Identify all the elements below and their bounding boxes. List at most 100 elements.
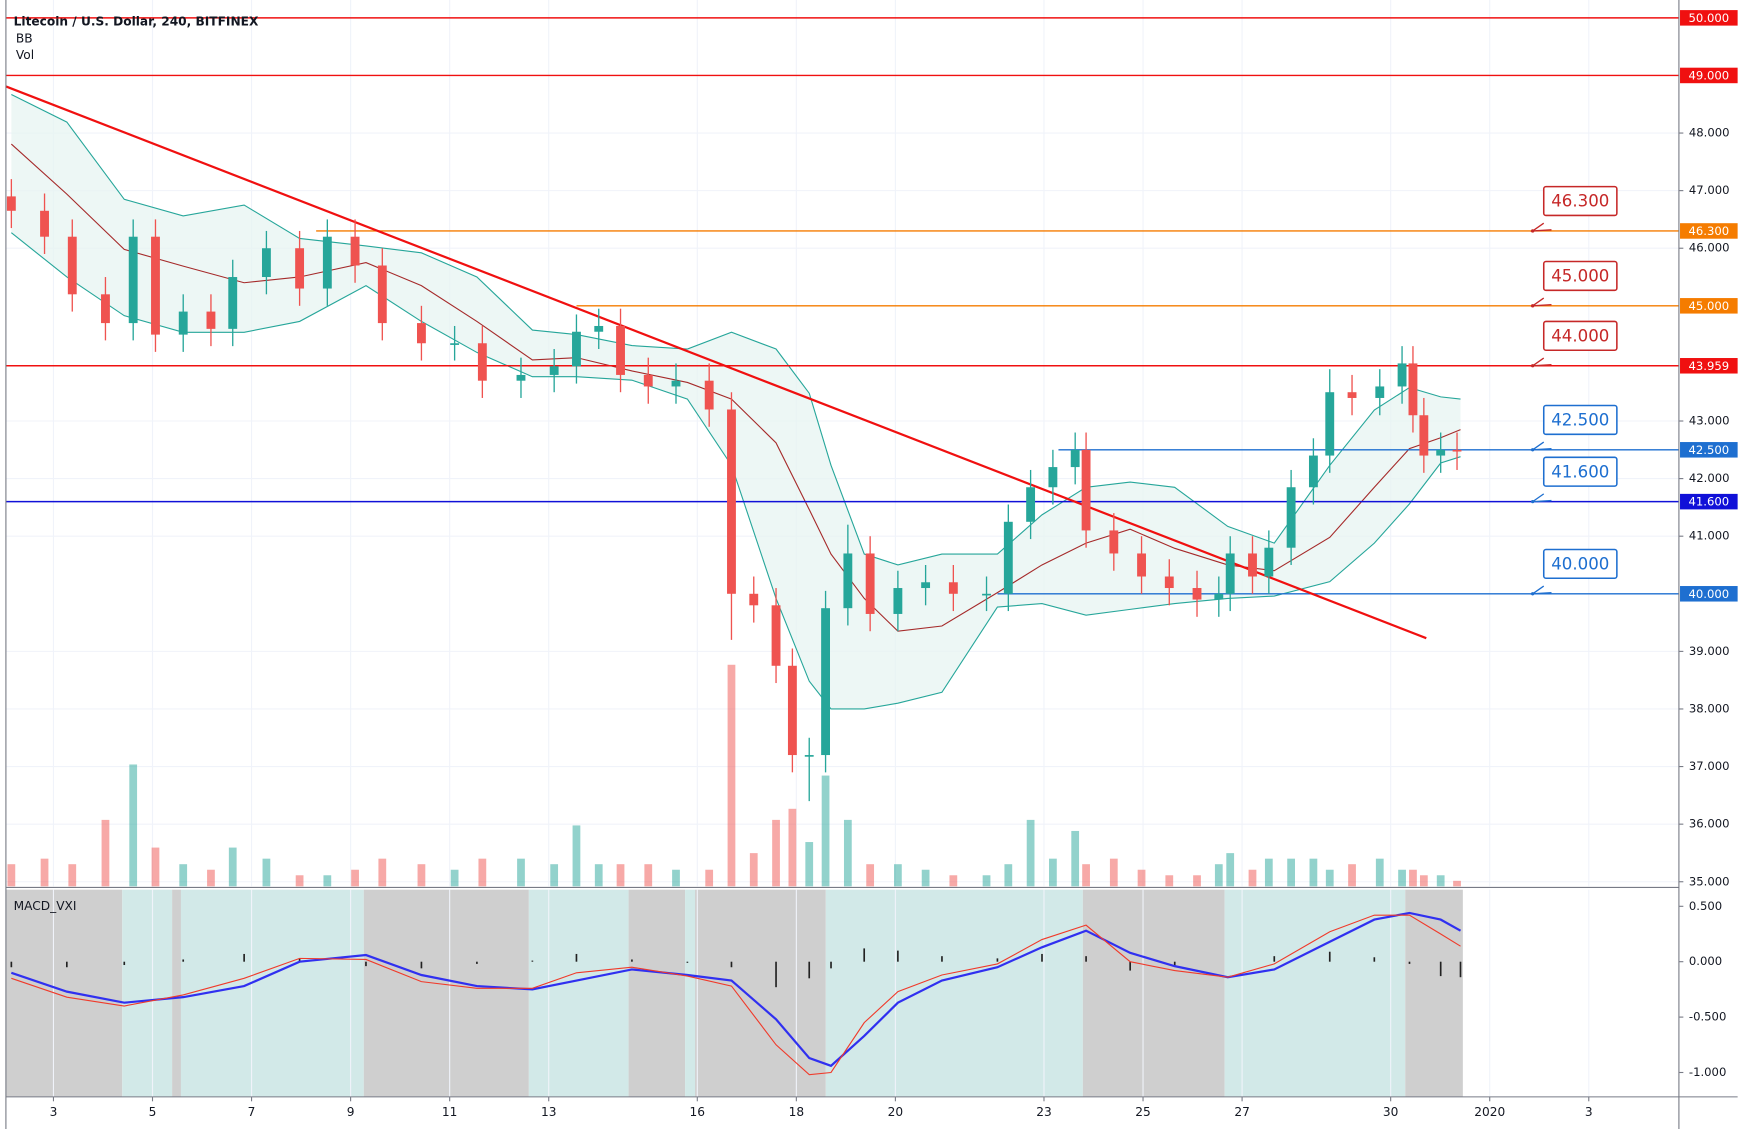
volume-bar (417, 864, 426, 887)
level-label: 42.500 (1688, 443, 1729, 457)
x-tick-label: 5 (149, 1105, 157, 1119)
x-tick-label: 30 (1383, 1105, 1399, 1119)
candle-body (128, 236, 138, 324)
candle-body (1109, 530, 1119, 554)
level-label: 43.959 (1688, 359, 1729, 373)
volume-bar (1348, 864, 1356, 887)
callout-anchor (1530, 592, 1535, 596)
candle-body (948, 582, 958, 594)
x-tick-label: 11 (442, 1105, 458, 1119)
y-tick-label: 0.500 (1689, 899, 1722, 913)
level-label-bg (1680, 10, 1738, 26)
y-tick-label: -1.000 (1689, 1065, 1726, 1079)
level-label: 41.600 (1688, 495, 1729, 509)
candle-body (322, 236, 332, 289)
y-tick-label: 47.000 (1689, 183, 1730, 197)
volume-bar (1248, 869, 1257, 887)
volume-bar (1026, 819, 1035, 887)
candle-body (1003, 521, 1013, 594)
shade (5, 889, 123, 1097)
level-label-bg (1680, 223, 1738, 239)
bb-upper (11, 94, 1461, 566)
volume-bar (843, 819, 852, 887)
candle-body (804, 755, 814, 757)
volume-bar (262, 858, 271, 887)
candle-body (893, 588, 903, 614)
chart-title: Litecoin / U.S. Dollar, 240, BITFINEX (14, 15, 259, 29)
volume-bar (228, 847, 237, 887)
macd-state-shading (5, 889, 1463, 1097)
volume-bar (572, 825, 581, 887)
callout-label: 40.000 (1551, 554, 1609, 573)
volume-bar (207, 869, 215, 887)
candle-body (572, 331, 581, 367)
volume-bar (478, 858, 487, 887)
candle-body (1048, 467, 1058, 488)
volume-bar (351, 869, 359, 887)
candle-body (516, 374, 526, 381)
level-label-bg (1680, 493, 1738, 510)
level-label-bg (1680, 298, 1738, 314)
candle-body (1308, 455, 1318, 488)
candle-body (1408, 363, 1418, 416)
candle-body (206, 311, 216, 329)
level-label-bg (1680, 442, 1738, 458)
shade (628, 889, 686, 1097)
candle-body (1347, 392, 1357, 398)
candle-body (417, 323, 426, 344)
volume-bar (1264, 858, 1273, 887)
volume-bar (1226, 853, 1235, 887)
candle-body (749, 593, 759, 606)
candle-body (6, 196, 16, 211)
candle-body (821, 608, 831, 756)
x-tick-label: 20 (888, 1105, 904, 1119)
candle-body (101, 294, 110, 324)
y-tick-label: 43.000 (1689, 414, 1730, 428)
candle-body (1137, 553, 1146, 577)
candle-body (787, 665, 797, 756)
volume-bar (805, 842, 814, 887)
volume-bar (921, 869, 930, 887)
candle-body (1264, 547, 1274, 577)
y-tick-label: 38.000 (1689, 701, 1730, 715)
candle-body (616, 325, 625, 375)
candle-body (228, 277, 238, 329)
y-tick-label: 37.000 (1689, 759, 1730, 773)
volume-bar (1419, 875, 1428, 887)
x-tick-label: 23 (1036, 1105, 1052, 1119)
volume-bar (1137, 869, 1146, 887)
volume-bar (1375, 858, 1384, 887)
x-tick-label: 13 (541, 1105, 556, 1119)
callout-box (1542, 320, 1618, 352)
x-tick-label: 3 (50, 1105, 58, 1119)
volume-bar (1287, 858, 1295, 887)
candle-body (450, 343, 460, 345)
candle-body (1225, 553, 1235, 594)
trendline (5, 85, 1427, 640)
callout-box (1542, 456, 1618, 487)
callout-label: 42.500 (1551, 410, 1609, 429)
y-tick-label: 48.000 (1689, 126, 1730, 140)
candle-body (1081, 449, 1091, 531)
volume-bar (982, 875, 991, 887)
volume-bar (129, 764, 138, 887)
x-tick-label: 27 (1234, 1105, 1250, 1119)
candle-body (671, 380, 681, 387)
volume-bar (68, 864, 77, 887)
shade (1405, 889, 1463, 1097)
level-label: 50.000 (1688, 11, 1729, 25)
candle-body (377, 265, 387, 324)
volume-bar (1082, 864, 1090, 887)
y-tick-label: 39.000 (1689, 644, 1730, 658)
candle-body (982, 593, 991, 596)
callout-label: 46.300 (1551, 192, 1609, 211)
shade (172, 889, 181, 1097)
shade (695, 889, 826, 1097)
volume-bar (323, 875, 332, 887)
volume-bar (866, 864, 875, 887)
volume-bar (1214, 864, 1223, 887)
volume-bar (1436, 875, 1445, 887)
candle-body (477, 343, 487, 381)
candle-body (921, 582, 931, 589)
y-tick-label: 36.000 (1689, 817, 1730, 831)
